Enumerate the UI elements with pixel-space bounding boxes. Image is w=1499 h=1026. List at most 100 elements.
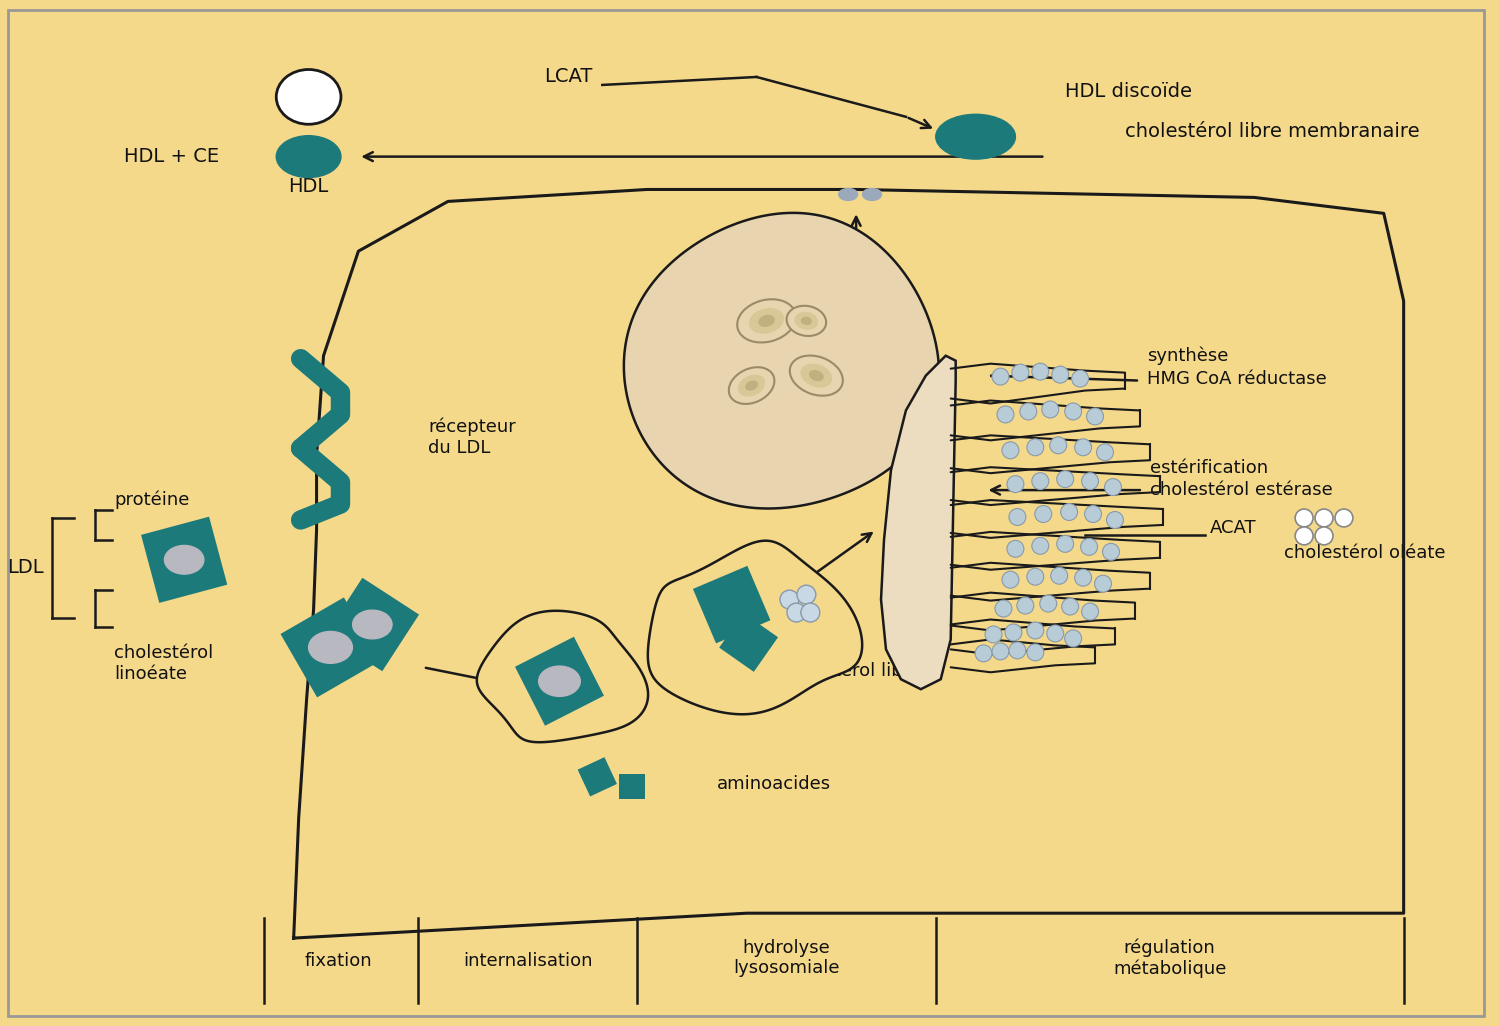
Circle shape xyxy=(1075,569,1091,586)
Polygon shape xyxy=(325,578,420,671)
Text: cholestérol libre membranaire: cholestérol libre membranaire xyxy=(1124,122,1420,142)
Text: récepteur
du LDL: récepteur du LDL xyxy=(429,418,516,457)
Polygon shape xyxy=(477,610,648,742)
Polygon shape xyxy=(648,541,862,714)
Circle shape xyxy=(1336,509,1354,527)
Text: LDL: LDL xyxy=(7,558,43,578)
Circle shape xyxy=(1082,603,1099,620)
Circle shape xyxy=(1064,403,1082,420)
Circle shape xyxy=(1027,622,1043,639)
Circle shape xyxy=(1103,544,1120,560)
Ellipse shape xyxy=(729,367,775,404)
Circle shape xyxy=(1009,509,1025,525)
Circle shape xyxy=(1031,363,1049,380)
Circle shape xyxy=(1012,364,1028,381)
Text: synthèse: synthèse xyxy=(1147,347,1228,365)
Circle shape xyxy=(1052,366,1069,383)
Ellipse shape xyxy=(165,546,204,575)
Ellipse shape xyxy=(862,189,881,200)
Circle shape xyxy=(1027,568,1043,585)
Polygon shape xyxy=(141,517,228,603)
Circle shape xyxy=(1040,595,1057,613)
Circle shape xyxy=(787,603,806,622)
Circle shape xyxy=(1094,576,1111,592)
Text: HMG CoA réductase: HMG CoA réductase xyxy=(1147,369,1327,388)
Polygon shape xyxy=(881,356,956,689)
Circle shape xyxy=(797,585,815,604)
Circle shape xyxy=(997,406,1013,423)
Circle shape xyxy=(1009,642,1025,659)
Circle shape xyxy=(1075,439,1091,456)
Circle shape xyxy=(1057,471,1073,487)
Circle shape xyxy=(1049,437,1067,453)
Circle shape xyxy=(1019,403,1037,420)
Ellipse shape xyxy=(738,374,766,397)
Polygon shape xyxy=(619,774,645,799)
Ellipse shape xyxy=(758,315,775,327)
Ellipse shape xyxy=(935,114,1015,159)
Ellipse shape xyxy=(809,370,824,382)
Ellipse shape xyxy=(276,135,340,177)
Ellipse shape xyxy=(794,312,818,330)
Text: CE: CE xyxy=(295,87,322,107)
Polygon shape xyxy=(280,597,381,698)
Circle shape xyxy=(1007,541,1024,557)
Circle shape xyxy=(1061,598,1079,615)
Circle shape xyxy=(1051,567,1067,584)
Circle shape xyxy=(779,590,799,609)
Circle shape xyxy=(1031,473,1049,489)
Circle shape xyxy=(1295,509,1313,527)
Ellipse shape xyxy=(790,356,842,396)
Ellipse shape xyxy=(276,70,340,124)
Text: cholestérol oléate: cholestérol oléate xyxy=(1285,544,1445,562)
Ellipse shape xyxy=(787,306,826,336)
Circle shape xyxy=(985,626,1001,643)
Text: protéine: protéine xyxy=(114,490,190,509)
Circle shape xyxy=(1087,408,1103,425)
Circle shape xyxy=(995,600,1012,617)
Circle shape xyxy=(1057,536,1073,552)
Circle shape xyxy=(1027,644,1043,661)
Circle shape xyxy=(1034,506,1052,522)
Text: estérification: estérification xyxy=(1150,460,1268,477)
Text: HDL + CE: HDL + CE xyxy=(124,147,219,166)
Circle shape xyxy=(1315,527,1333,545)
Circle shape xyxy=(1081,539,1097,555)
Text: ACAT: ACAT xyxy=(1210,519,1256,537)
Text: régulation
métabolique: régulation métabolique xyxy=(1114,938,1226,978)
Circle shape xyxy=(1085,506,1102,522)
Circle shape xyxy=(1082,473,1099,489)
Circle shape xyxy=(1097,444,1114,461)
Circle shape xyxy=(1004,624,1022,641)
Circle shape xyxy=(1027,439,1043,456)
Text: cholestérol libre: cholestérol libre xyxy=(776,663,922,680)
Polygon shape xyxy=(577,757,618,796)
Text: cholestérol
linoéate: cholestérol linoéate xyxy=(114,644,214,682)
Text: HDL: HDL xyxy=(288,176,328,196)
Circle shape xyxy=(800,603,820,622)
Circle shape xyxy=(1061,504,1078,520)
Ellipse shape xyxy=(352,610,393,639)
Text: hydrolyse
lysosomiale: hydrolyse lysosomiale xyxy=(733,939,839,978)
Text: aminoacides: aminoacides xyxy=(717,775,830,793)
Circle shape xyxy=(1016,597,1034,614)
Circle shape xyxy=(1064,630,1082,647)
Ellipse shape xyxy=(839,189,857,200)
Circle shape xyxy=(1295,527,1313,545)
Text: internalisation: internalisation xyxy=(463,952,592,970)
Circle shape xyxy=(974,645,992,662)
Polygon shape xyxy=(516,637,604,725)
Ellipse shape xyxy=(800,363,832,388)
Circle shape xyxy=(1001,442,1019,459)
Polygon shape xyxy=(720,613,778,672)
Text: cholestérol estérase: cholestérol estérase xyxy=(1150,481,1333,499)
Ellipse shape xyxy=(750,308,784,333)
Circle shape xyxy=(1105,479,1121,496)
Polygon shape xyxy=(624,212,938,509)
Circle shape xyxy=(1042,401,1058,418)
Circle shape xyxy=(1001,571,1019,588)
Circle shape xyxy=(992,368,1009,385)
Text: fixation: fixation xyxy=(304,952,372,970)
Polygon shape xyxy=(693,565,770,643)
Ellipse shape xyxy=(800,317,812,325)
